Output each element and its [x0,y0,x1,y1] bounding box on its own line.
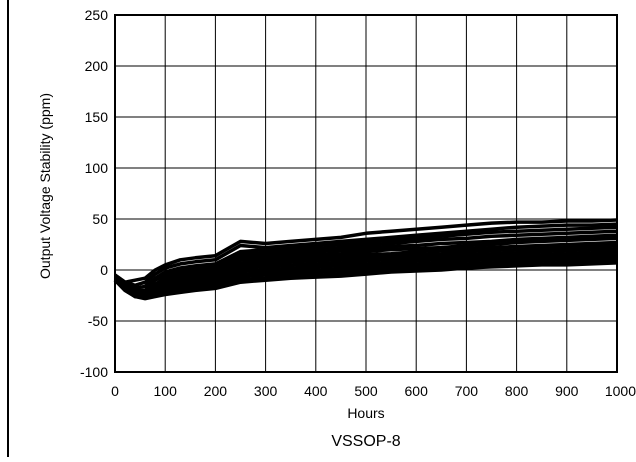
x-axis-label: Hours [347,405,384,421]
y-axis-label: Output Voltage Stability (ppm) [37,93,53,279]
series-line-14 [113,261,618,301]
series-line-1 [113,218,618,284]
series-line-13 [113,259,618,300]
x-tick-label: 800 [505,383,529,399]
x-tick-label: 500 [354,383,378,399]
series-line-4 [113,229,618,293]
series-line-8 [113,243,618,298]
y-tick-label: -100 [80,364,108,380]
plot-border [114,14,618,373]
grid-lines [114,14,618,373]
y-tick-label: -50 [88,313,108,329]
x-tick-labels: 0 100 200 300 400 500 600 700 800 900 1000 [111,383,636,399]
series-line-2 [113,222,618,288]
x-tick-label: 0 [111,383,119,399]
x-tick-label: 600 [405,383,429,399]
x-tick-label: 1000 [605,383,636,399]
chart-caption: VSSOP-8 [331,433,400,450]
series-line-6 [113,236,618,297]
x-tick-label: 400 [304,383,328,399]
x-tick-label: 700 [455,383,479,399]
x-tick-label: 300 [254,383,278,399]
x-tick-label: 100 [154,383,178,399]
series-line-3 [113,225,618,291]
y-tick-labels: -100 -50 0 50 100 150 200 250 [80,7,108,380]
y-tick-label: 100 [85,160,109,176]
y-tick-label: 0 [100,262,108,278]
y-tick-label: 200 [85,58,109,74]
left-border-line [7,0,9,457]
x-tick-label: 200 [204,383,228,399]
y-tick-label: 150 [85,109,109,125]
y-tick-label: 250 [85,7,109,23]
x-tick-label: 900 [555,383,579,399]
y-tick-label: 50 [92,211,108,227]
series-group [113,218,618,301]
series-line-9 [113,246,618,299]
